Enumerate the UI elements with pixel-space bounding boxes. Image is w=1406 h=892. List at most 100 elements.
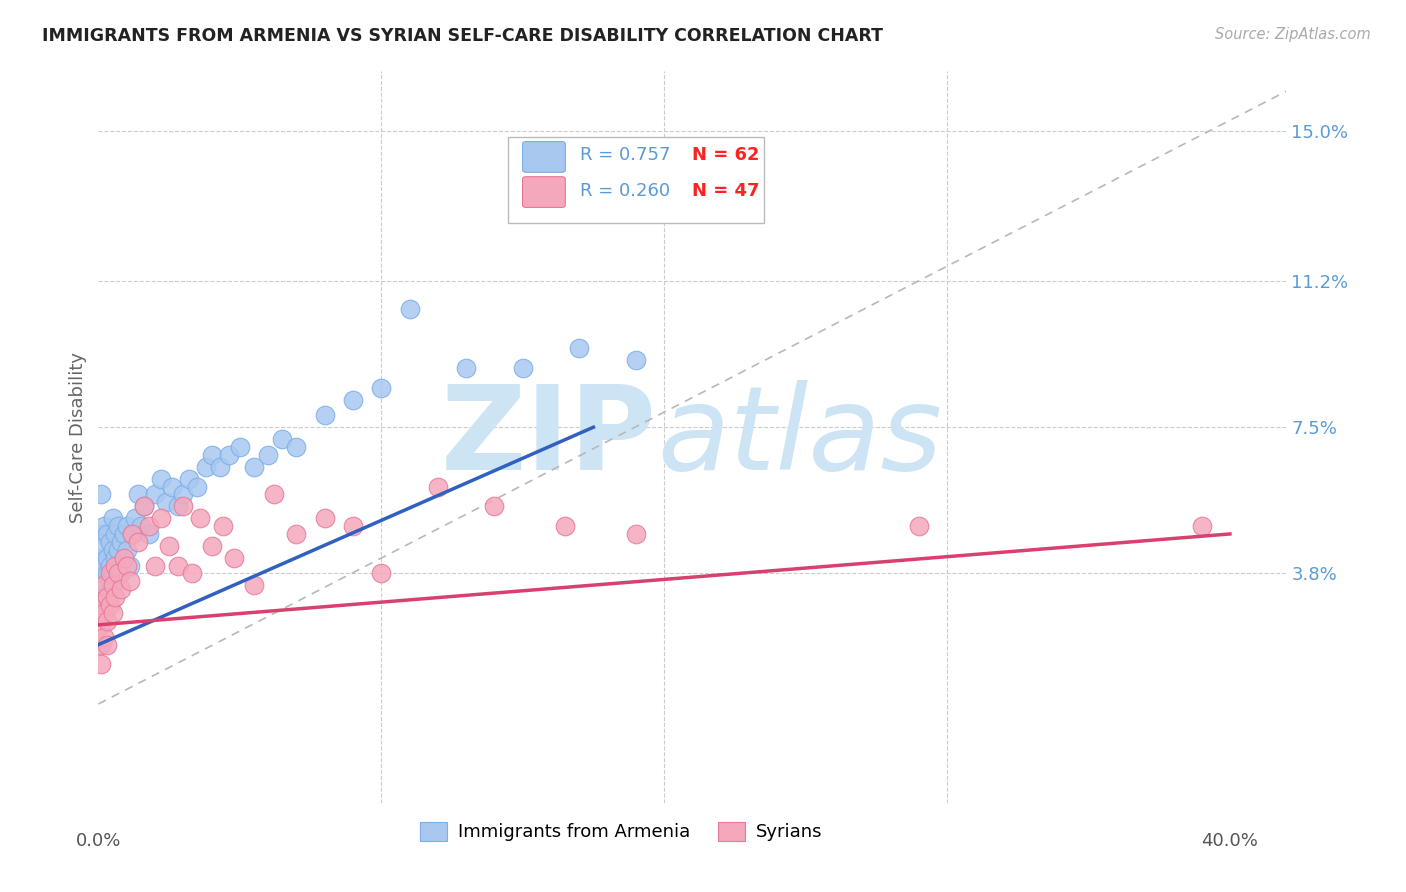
Point bbox=[194, 459, 217, 474]
Point bbox=[314, 409, 336, 423]
Point bbox=[155, 495, 177, 509]
Point bbox=[370, 566, 392, 581]
Point bbox=[568, 341, 591, 355]
Point bbox=[98, 566, 121, 581]
Point bbox=[138, 527, 160, 541]
Point bbox=[166, 500, 188, 514]
Point bbox=[285, 527, 308, 541]
Point bbox=[554, 519, 576, 533]
Point bbox=[90, 566, 112, 581]
Point bbox=[115, 519, 138, 533]
Point bbox=[143, 558, 166, 573]
Point bbox=[115, 542, 138, 557]
Point bbox=[104, 574, 127, 589]
Point bbox=[188, 511, 211, 525]
Point bbox=[107, 542, 129, 557]
Point bbox=[172, 500, 194, 514]
Point bbox=[907, 519, 929, 533]
Point bbox=[98, 574, 121, 589]
Point bbox=[257, 448, 280, 462]
Text: 0.0%: 0.0% bbox=[76, 832, 121, 850]
Point bbox=[271, 432, 294, 446]
Point bbox=[209, 459, 232, 474]
Point bbox=[112, 527, 135, 541]
Text: Source: ZipAtlas.com: Source: ZipAtlas.com bbox=[1215, 27, 1371, 42]
Point bbox=[115, 558, 138, 573]
Point bbox=[218, 448, 240, 462]
Point bbox=[456, 360, 478, 375]
Point bbox=[342, 392, 364, 407]
Point bbox=[110, 566, 132, 581]
Point bbox=[314, 511, 336, 525]
Point bbox=[398, 301, 420, 316]
Legend: Immigrants from Armenia, Syrians: Immigrants from Armenia, Syrians bbox=[413, 814, 830, 848]
Point bbox=[93, 606, 115, 620]
Point bbox=[90, 638, 112, 652]
Point bbox=[90, 618, 112, 632]
Point bbox=[118, 574, 141, 589]
Point bbox=[90, 487, 112, 501]
Point bbox=[96, 638, 118, 652]
Point bbox=[96, 614, 118, 628]
Point bbox=[93, 558, 115, 573]
Text: R = 0.757: R = 0.757 bbox=[579, 146, 671, 164]
Point bbox=[112, 550, 135, 565]
FancyBboxPatch shape bbox=[523, 142, 565, 172]
Point bbox=[90, 527, 112, 541]
Point bbox=[426, 479, 449, 493]
Point bbox=[484, 500, 506, 514]
Point bbox=[172, 487, 194, 501]
Point bbox=[1191, 519, 1213, 533]
Point bbox=[157, 539, 180, 553]
Point bbox=[90, 591, 112, 605]
Point bbox=[229, 440, 252, 454]
Point bbox=[263, 487, 285, 501]
Point bbox=[107, 519, 129, 533]
Point bbox=[110, 582, 132, 597]
Point bbox=[93, 578, 115, 592]
Point bbox=[93, 519, 115, 533]
Point bbox=[127, 487, 149, 501]
Text: N = 62: N = 62 bbox=[692, 146, 761, 164]
Point bbox=[104, 527, 127, 541]
Point bbox=[200, 448, 222, 462]
Point bbox=[149, 472, 172, 486]
Point bbox=[110, 534, 132, 549]
Text: ZIP: ZIP bbox=[441, 380, 657, 494]
Point bbox=[98, 534, 121, 549]
Point bbox=[104, 550, 127, 565]
Text: R = 0.260: R = 0.260 bbox=[579, 182, 669, 200]
Point bbox=[90, 657, 112, 672]
Text: IMMIGRANTS FROM ARMENIA VS SYRIAN SELF-CARE DISABILITY CORRELATION CHART: IMMIGRANTS FROM ARMENIA VS SYRIAN SELF-C… bbox=[42, 27, 883, 45]
Point bbox=[138, 519, 160, 533]
Text: 40.0%: 40.0% bbox=[1202, 832, 1258, 850]
Point bbox=[96, 527, 118, 541]
Point bbox=[129, 519, 152, 533]
Point bbox=[127, 534, 149, 549]
Point bbox=[212, 519, 235, 533]
Point bbox=[180, 566, 202, 581]
Point bbox=[93, 574, 115, 589]
Point bbox=[124, 511, 146, 525]
Point bbox=[143, 487, 166, 501]
Point bbox=[93, 630, 115, 644]
Point bbox=[121, 527, 143, 541]
Point bbox=[121, 527, 143, 541]
Point bbox=[101, 566, 124, 581]
Point bbox=[101, 578, 124, 592]
Point bbox=[624, 353, 647, 368]
Point bbox=[243, 459, 266, 474]
Point bbox=[118, 558, 141, 573]
Point bbox=[512, 360, 534, 375]
FancyBboxPatch shape bbox=[523, 177, 565, 208]
Point bbox=[104, 558, 127, 573]
Point bbox=[177, 472, 200, 486]
Point bbox=[160, 479, 183, 493]
Y-axis label: Self-Care Disability: Self-Care Disability bbox=[69, 351, 87, 523]
Text: atlas: atlas bbox=[657, 380, 942, 494]
Point bbox=[104, 591, 127, 605]
Point bbox=[200, 539, 222, 553]
Point bbox=[243, 578, 266, 592]
Point bbox=[107, 566, 129, 581]
Point bbox=[285, 440, 308, 454]
